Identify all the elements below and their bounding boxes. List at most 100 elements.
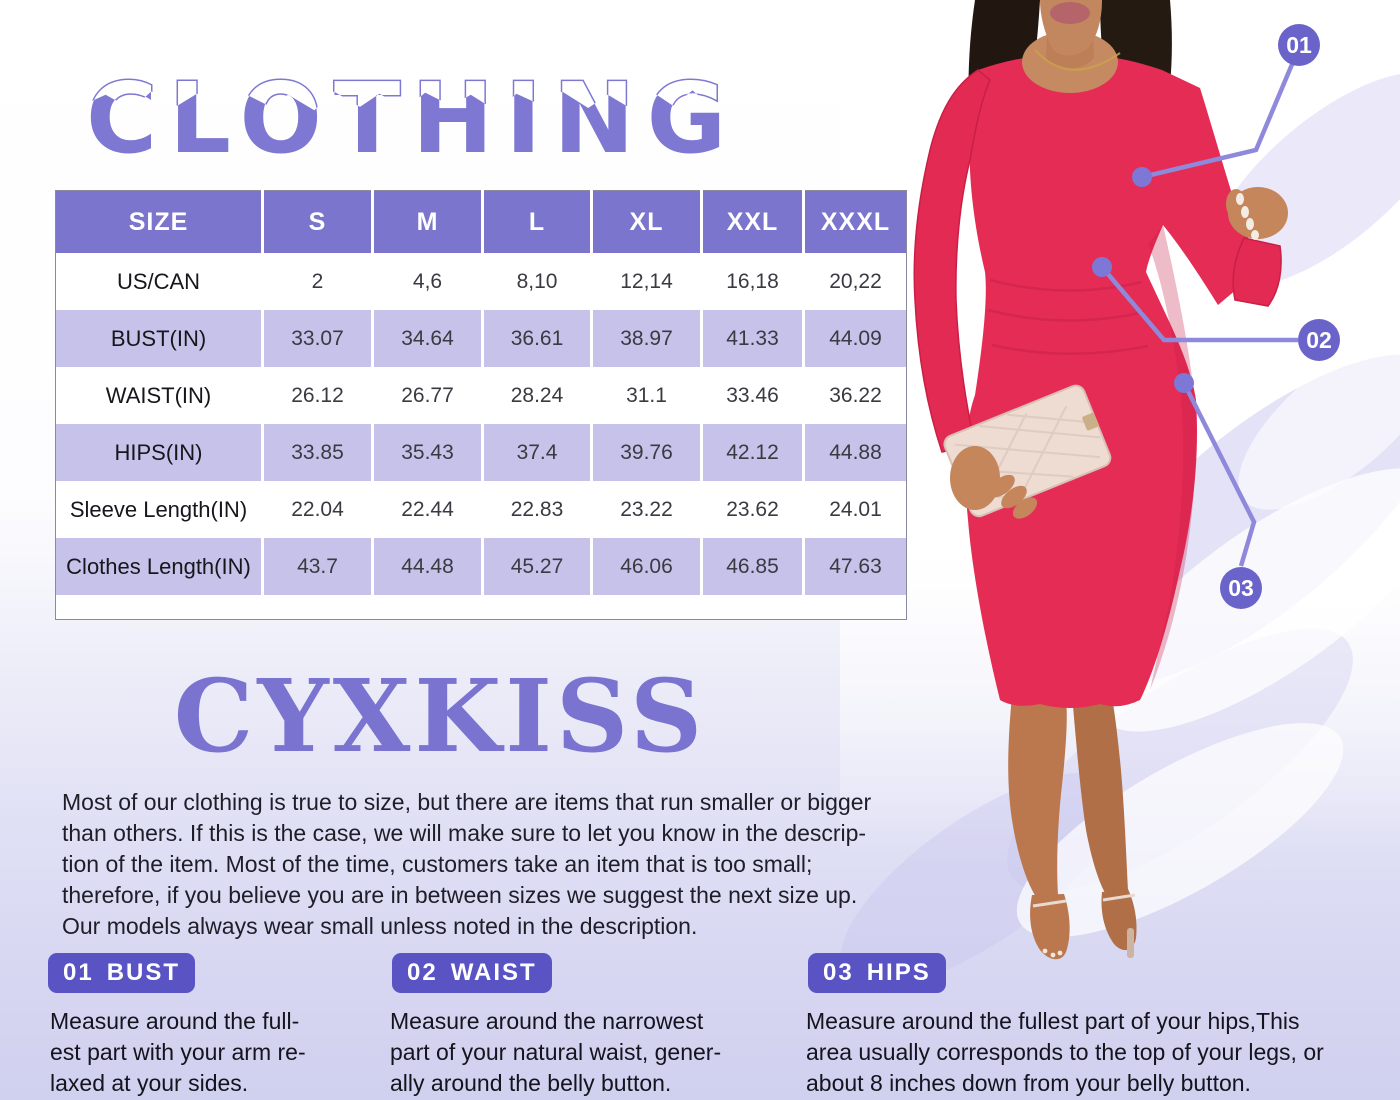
size-table-header-row: SIZE S M L XL XXL XXXL bbox=[55, 190, 907, 253]
sizing-note-line: than others. If this is the case, we wil… bbox=[62, 820, 867, 846]
cell: 36.22 bbox=[802, 367, 907, 424]
cell: 47.63 bbox=[802, 538, 907, 595]
waist-folds bbox=[987, 278, 1149, 355]
table-row-waist: WAIST(IN) 26.12 26.77 28.24 31.1 33.46 3… bbox=[56, 367, 907, 424]
cell: 33.85 bbox=[261, 424, 373, 481]
cell: 16,18 bbox=[700, 253, 804, 310]
hips-guide-badge: 03 HIPS bbox=[808, 953, 946, 993]
sizing-note-line: therefore, if you believe you are in bet… bbox=[62, 882, 858, 908]
callout-03-label: 03 bbox=[1228, 575, 1254, 601]
model-hand-right bbox=[950, 446, 1038, 519]
brush-strokes bbox=[840, 72, 1400, 985]
row-label: HIPS(IN) bbox=[114, 439, 203, 465]
cell: 41.33 bbox=[700, 310, 804, 367]
cell: 26.12 bbox=[261, 367, 373, 424]
model-legs bbox=[1008, 695, 1137, 960]
cell: 45.27 bbox=[481, 538, 592, 595]
callout-03: 03 bbox=[1220, 567, 1262, 609]
waist-guide-text: Measure around the narrowest part of you… bbox=[390, 1006, 721, 1099]
waist-guide-number: 02 bbox=[407, 959, 438, 986]
hips-guide-line: area usually corresponds to the top of y… bbox=[806, 1039, 1324, 1065]
sizing-note-line: tion of the item. Most of the time, cust… bbox=[62, 851, 813, 877]
callout-02: 02 bbox=[1298, 319, 1340, 361]
cell: 39.76 bbox=[590, 424, 702, 481]
model-figure bbox=[913, 0, 1288, 960]
bust-point-dot bbox=[1132, 167, 1152, 187]
bust-guide-title: BUST bbox=[106, 959, 181, 986]
bust-guide-line: laxed at your sides. bbox=[50, 1070, 249, 1096]
hips-guide-title: HIPS bbox=[866, 959, 931, 986]
cell: 28.24 bbox=[481, 367, 592, 424]
waist-guide-line: ally around the belly button. bbox=[390, 1070, 672, 1096]
cell: 22.83 bbox=[481, 481, 592, 538]
column-header-l: L bbox=[481, 190, 592, 253]
waist-guide-title: WAIST bbox=[450, 959, 537, 986]
hips-guide-number: 03 bbox=[823, 959, 854, 986]
cell: 24.01 bbox=[802, 481, 907, 538]
cell: 23.62 bbox=[700, 481, 804, 538]
cell: 46.06 bbox=[590, 538, 702, 595]
cell: 35.43 bbox=[371, 424, 483, 481]
table-row-sleeve-length: Sleeve Length(IN) 22.04 22.44 22.83 23.2… bbox=[56, 481, 907, 538]
bust-guide-line: est part with your arm re- bbox=[50, 1039, 306, 1065]
column-header-xxxl: XXXL bbox=[802, 190, 907, 253]
callout-01: 01 bbox=[1278, 24, 1320, 66]
cell: 2 bbox=[261, 253, 373, 310]
callout-circles: 01 02 03 bbox=[1220, 24, 1340, 609]
waist-guide-badge: 02 WAIST bbox=[392, 953, 552, 993]
cell: 44.48 bbox=[371, 538, 483, 595]
cell: 33.46 bbox=[700, 367, 804, 424]
table-row-us-can: US/CAN 2 4,6 8,10 12,14 16,18 20,22 bbox=[56, 253, 907, 310]
cell: 26.77 bbox=[371, 367, 483, 424]
cell: 37.4 bbox=[481, 424, 592, 481]
sizing-note-line: Our models always wear small unless note… bbox=[62, 913, 698, 939]
model-arm-left bbox=[1226, 187, 1288, 307]
sizing-note-line: Most of our clothing is true to size, bu… bbox=[62, 789, 872, 815]
cell: 31.1 bbox=[590, 367, 702, 424]
cell: 4,6 bbox=[371, 253, 483, 310]
row-label: Sleeve Length(IN) bbox=[69, 496, 248, 522]
model-lips bbox=[1050, 2, 1090, 24]
cell: 34.64 bbox=[371, 310, 483, 367]
column-header-m: M bbox=[371, 190, 483, 253]
cell: 43.7 bbox=[261, 538, 373, 595]
cell: 12,14 bbox=[590, 253, 702, 310]
hips-guide-line: Measure around the fullest part of your … bbox=[806, 1008, 1300, 1034]
cell: 36.61 bbox=[481, 310, 592, 367]
cell: 44.09 bbox=[802, 310, 907, 367]
table-spacer-row bbox=[55, 595, 907, 620]
cell: 38.97 bbox=[590, 310, 702, 367]
waist-point-dot bbox=[1092, 257, 1112, 277]
table-row-bust: BUST(IN) 33.07 34.64 36.61 38.97 41.33 4… bbox=[55, 310, 907, 367]
cell: 22.44 bbox=[371, 481, 483, 538]
waist-guide-line: Measure around the narrowest bbox=[390, 1008, 704, 1034]
callout-01-label: 01 bbox=[1286, 32, 1312, 58]
row-label: BUST(IN) bbox=[110, 325, 207, 351]
column-header-size: SIZE bbox=[55, 190, 263, 253]
table-row-clothes-length: Clothes Length(IN) 43.7 44.48 45.27 46.0… bbox=[55, 538, 907, 595]
column-header-xxl: XXL bbox=[700, 190, 804, 253]
cell: 44.88 bbox=[802, 424, 907, 481]
callout-dots bbox=[1092, 167, 1194, 393]
bust-guide-text: Measure around the full- est part with y… bbox=[50, 1006, 306, 1099]
column-header-xl: XL bbox=[590, 190, 702, 253]
necklace bbox=[1034, 49, 1121, 71]
model-dress bbox=[965, 54, 1262, 708]
page-title: CLOTHING CLOTHING bbox=[86, 64, 766, 184]
hips-guide-text: Measure around the fullest part of your … bbox=[806, 1006, 1324, 1099]
cell: 22.04 bbox=[261, 481, 373, 538]
waist-guide-line: part of your natural waist, gener- bbox=[390, 1039, 722, 1065]
bust-guide-badge: 01 BUST bbox=[48, 953, 196, 993]
page-title-text: CLOTHING bbox=[86, 62, 739, 175]
callout-02-label: 02 bbox=[1306, 327, 1332, 353]
hips-point-dot bbox=[1174, 373, 1194, 393]
cell: 42.12 bbox=[700, 424, 804, 481]
column-header-s: S bbox=[261, 190, 373, 253]
model-photo: 01 02 03 bbox=[840, 0, 1400, 985]
bust-guide-number: 01 bbox=[63, 959, 94, 986]
brand-name: CYXKISS bbox=[173, 657, 707, 775]
size-table: SIZE S M L XL XXL XXXL US/CAN 2 4,6 8,10… bbox=[55, 190, 907, 620]
cell: 23.22 bbox=[590, 481, 702, 538]
cell: 8,10 bbox=[481, 253, 592, 310]
hips-guide-line: about 8 inches down from your belly butt… bbox=[806, 1070, 1251, 1096]
